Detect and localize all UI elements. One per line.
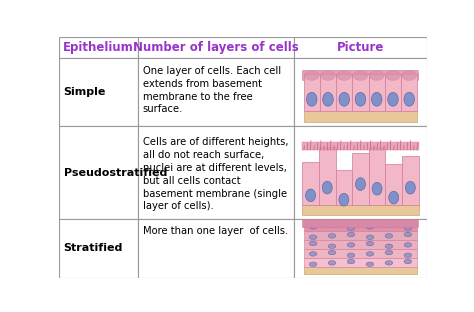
Ellipse shape bbox=[385, 244, 392, 248]
Ellipse shape bbox=[385, 261, 392, 265]
Ellipse shape bbox=[366, 241, 374, 246]
Ellipse shape bbox=[385, 250, 392, 255]
Ellipse shape bbox=[372, 92, 382, 106]
Ellipse shape bbox=[310, 235, 317, 240]
Bar bbox=[402, 156, 419, 205]
Bar bbox=[352, 153, 369, 205]
Bar bbox=[302, 162, 319, 205]
Bar bbox=[138, 126, 294, 219]
Bar bbox=[302, 205, 419, 215]
Ellipse shape bbox=[347, 232, 355, 237]
Text: Picture: Picture bbox=[337, 41, 384, 54]
Bar bbox=[385, 164, 402, 205]
Ellipse shape bbox=[310, 241, 317, 246]
Bar bbox=[352, 75, 369, 111]
Ellipse shape bbox=[404, 259, 411, 264]
Text: One layer of cells. Each cell
extends from basement
membrane to the free
surface: One layer of cells. Each cell extends fr… bbox=[143, 66, 281, 115]
Bar bbox=[294, 126, 427, 219]
Bar bbox=[59, 37, 138, 58]
Bar bbox=[304, 232, 417, 240]
Text: More than one layer  of cells.: More than one layer of cells. bbox=[143, 226, 288, 236]
Bar bbox=[304, 258, 417, 267]
Ellipse shape bbox=[404, 226, 411, 231]
Bar bbox=[369, 75, 385, 111]
Ellipse shape bbox=[366, 262, 374, 266]
Ellipse shape bbox=[356, 178, 365, 190]
FancyBboxPatch shape bbox=[302, 71, 419, 80]
Ellipse shape bbox=[337, 71, 352, 80]
Bar bbox=[138, 219, 294, 278]
Text: Cells are of different heights,
all do not reach surface,
nuclei are at differen: Cells are of different heights, all do n… bbox=[143, 137, 288, 212]
Ellipse shape bbox=[328, 244, 336, 248]
Bar bbox=[302, 142, 419, 150]
Bar bbox=[294, 219, 427, 278]
Text: Number of layers of cells: Number of layers of cells bbox=[133, 41, 299, 54]
Bar bbox=[320, 75, 336, 111]
Ellipse shape bbox=[366, 252, 374, 256]
Bar bbox=[59, 58, 138, 126]
Bar bbox=[294, 58, 427, 126]
Ellipse shape bbox=[328, 250, 336, 255]
Ellipse shape bbox=[366, 225, 374, 229]
Ellipse shape bbox=[347, 259, 355, 264]
Text: Stratified: Stratified bbox=[64, 243, 123, 253]
Ellipse shape bbox=[304, 71, 319, 80]
Bar bbox=[336, 170, 352, 205]
Bar bbox=[304, 267, 417, 274]
FancyBboxPatch shape bbox=[302, 220, 419, 227]
Ellipse shape bbox=[386, 71, 400, 80]
Ellipse shape bbox=[404, 253, 411, 257]
Ellipse shape bbox=[353, 71, 368, 80]
Text: Epithelium: Epithelium bbox=[64, 41, 134, 54]
Ellipse shape bbox=[321, 71, 335, 80]
Ellipse shape bbox=[310, 225, 317, 229]
Bar bbox=[59, 126, 138, 219]
Ellipse shape bbox=[388, 92, 398, 106]
Bar bbox=[294, 37, 427, 58]
Text: Simple: Simple bbox=[64, 87, 106, 97]
Bar bbox=[369, 147, 385, 205]
Ellipse shape bbox=[347, 243, 355, 247]
Ellipse shape bbox=[355, 92, 366, 106]
Ellipse shape bbox=[339, 92, 349, 106]
Bar bbox=[401, 75, 417, 111]
Ellipse shape bbox=[323, 92, 333, 106]
Ellipse shape bbox=[385, 223, 392, 228]
Bar bbox=[304, 75, 320, 111]
Ellipse shape bbox=[404, 243, 411, 247]
Ellipse shape bbox=[339, 193, 349, 206]
Bar bbox=[138, 58, 294, 126]
Ellipse shape bbox=[369, 71, 384, 80]
Bar bbox=[304, 111, 417, 122]
Ellipse shape bbox=[389, 191, 399, 204]
Ellipse shape bbox=[347, 226, 355, 231]
Ellipse shape bbox=[328, 234, 336, 238]
Ellipse shape bbox=[328, 223, 336, 228]
Ellipse shape bbox=[385, 234, 392, 238]
Ellipse shape bbox=[404, 92, 414, 106]
Ellipse shape bbox=[404, 232, 411, 237]
Bar bbox=[385, 75, 401, 111]
Ellipse shape bbox=[322, 181, 332, 194]
Bar bbox=[59, 219, 138, 278]
Bar bbox=[304, 240, 417, 249]
Text: Pseudostratified: Pseudostratified bbox=[64, 168, 167, 178]
Ellipse shape bbox=[306, 189, 316, 202]
Ellipse shape bbox=[402, 71, 417, 80]
Ellipse shape bbox=[307, 92, 317, 106]
Ellipse shape bbox=[372, 182, 382, 195]
Bar bbox=[304, 249, 417, 258]
Bar bbox=[304, 222, 417, 232]
Bar bbox=[336, 75, 352, 111]
Ellipse shape bbox=[310, 262, 317, 266]
Ellipse shape bbox=[366, 235, 374, 240]
Ellipse shape bbox=[347, 253, 355, 257]
Bar bbox=[138, 37, 294, 58]
Ellipse shape bbox=[310, 252, 317, 256]
Ellipse shape bbox=[328, 261, 336, 265]
Bar bbox=[319, 147, 336, 205]
Ellipse shape bbox=[405, 181, 415, 194]
